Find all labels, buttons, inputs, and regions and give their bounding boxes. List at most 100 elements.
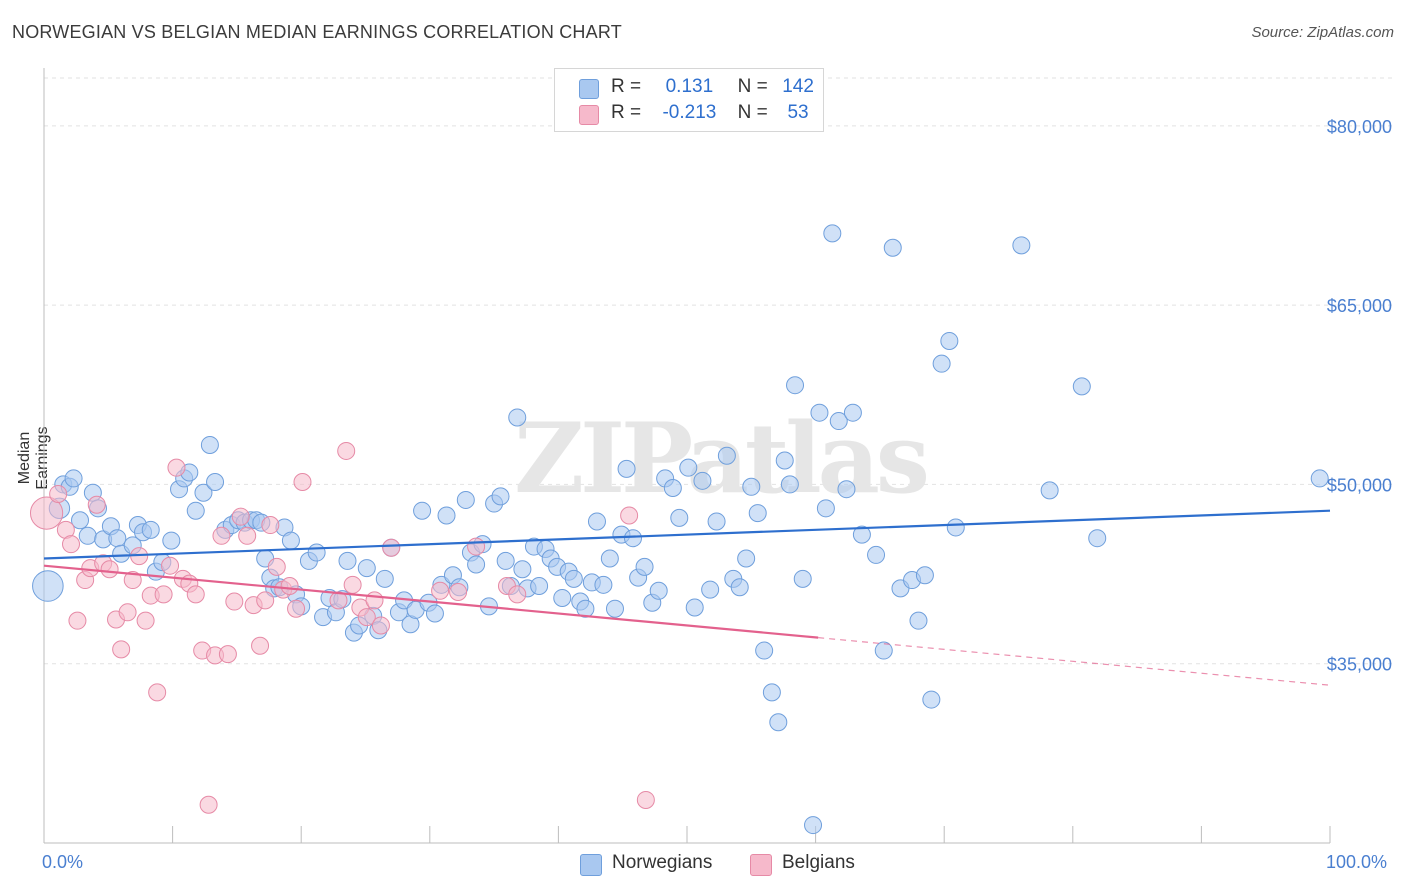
y-tick-label: $65,000 [1327, 296, 1392, 316]
data-point [775, 451, 794, 470]
data-point [256, 591, 275, 610]
data-point [867, 545, 886, 564]
data-point [513, 560, 532, 579]
legend-label-belgians: Belgians [782, 852, 855, 873]
data-point [717, 446, 736, 465]
data-point [553, 588, 572, 607]
correlation-legend: R = 0.131 N = 142 R = -0.213 N = 53 [554, 68, 824, 132]
data-point [100, 560, 119, 579]
x-tick-label-min: 0.0% [42, 852, 84, 872]
data-point [762, 683, 781, 702]
data-point [932, 354, 951, 373]
data-point [251, 636, 270, 655]
data-point [810, 403, 829, 422]
data-point [449, 582, 468, 601]
data-point [225, 592, 244, 611]
data-point [594, 575, 613, 594]
data-point [29, 496, 64, 530]
data-point [199, 795, 218, 814]
data-point [909, 611, 928, 630]
data-point [218, 645, 237, 664]
data-point [843, 403, 862, 422]
data-point [508, 585, 527, 604]
data-point [78, 526, 97, 545]
data-point [231, 507, 250, 526]
chart-title: NORWEGIAN VS BELGIAN MEDIAN EARNINGS COR… [12, 22, 622, 42]
data-point [605, 599, 624, 618]
source-label: Source: ZipAtlas.com [1251, 24, 1394, 41]
data-point [742, 477, 761, 496]
data-point [769, 713, 788, 732]
data-point [915, 566, 934, 585]
data-point [267, 557, 286, 576]
data-point [707, 512, 726, 531]
data-point [737, 549, 756, 568]
data-point [620, 506, 639, 525]
data-point [371, 616, 390, 635]
data-point [206, 473, 225, 492]
axes [43, 68, 1331, 844]
data-point [212, 526, 231, 545]
data-point [829, 412, 848, 431]
data-point [649, 581, 668, 600]
data-point [123, 571, 142, 590]
data-point [1088, 529, 1107, 548]
data-point [338, 551, 357, 570]
legend-swatch-blue [580, 854, 602, 876]
data-point [413, 501, 432, 520]
data-point [375, 569, 394, 588]
data-point [587, 512, 606, 531]
data-point [786, 376, 805, 395]
data-point [87, 495, 106, 514]
data-point [852, 525, 871, 544]
data-point [287, 599, 306, 618]
data-point [141, 520, 160, 539]
data-point [382, 538, 401, 557]
data-point [68, 611, 87, 630]
data-point [186, 501, 205, 520]
data-point [530, 577, 549, 596]
data-point [922, 690, 941, 709]
legend-r-value: 0.131 [665, 76, 714, 97]
belgians-points [29, 441, 655, 814]
data-point [108, 529, 127, 548]
data-point [186, 585, 205, 604]
data-point [793, 569, 812, 588]
data-point [508, 408, 527, 427]
data-point [617, 459, 636, 478]
data-point [343, 575, 362, 594]
data-point [456, 490, 475, 509]
data-point [431, 581, 450, 600]
data-point [1072, 377, 1091, 396]
data-point [491, 487, 510, 506]
trend-lines [43, 509, 1331, 686]
legend-swatch-blue [579, 79, 599, 99]
legend-n-label: N = [737, 102, 768, 123]
data-point [280, 577, 299, 596]
data-point [1040, 481, 1059, 500]
data-point [329, 591, 348, 610]
y-tick-label: $50,000 [1327, 475, 1392, 495]
belgians-trend-extension [818, 637, 1331, 686]
data-point [837, 480, 856, 499]
data-point [693, 471, 712, 490]
data-point [701, 580, 720, 599]
data-point [357, 559, 376, 578]
legend-n-value: 142 [782, 76, 814, 97]
y-tick-labels: $35,000 $50,000 $65,000 $80,000 [1327, 117, 1392, 675]
legend-label-norwegians: Norwegians [612, 852, 713, 873]
data-point [600, 549, 619, 568]
data-point [136, 611, 155, 630]
data-point [200, 435, 219, 454]
legend-r-value: -0.213 [662, 102, 717, 123]
data-point [946, 518, 965, 537]
data-point [467, 555, 486, 574]
data-point [365, 591, 384, 610]
legend-swatch-pink [579, 105, 599, 125]
data-point [238, 526, 257, 545]
data-point [564, 569, 583, 588]
data-point [118, 603, 137, 622]
data-point [194, 483, 213, 502]
data-point [496, 551, 515, 570]
